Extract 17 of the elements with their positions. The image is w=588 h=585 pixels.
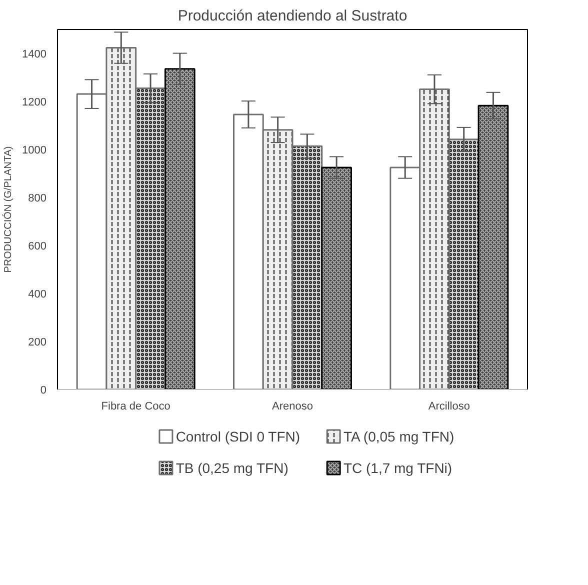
y-tick-label: 800 bbox=[28, 192, 47, 204]
y-axis-title: PRODUCCIÓN (G/PLANTA) bbox=[2, 146, 14, 273]
x-tick-label: Fibra de Coco bbox=[101, 400, 170, 412]
x-tick-label: Arenoso bbox=[272, 400, 313, 412]
chart-title: Producción atendiendo al Sustrato bbox=[178, 8, 408, 24]
y-tick-label: 1200 bbox=[22, 96, 47, 108]
legend-label: TB (0,25 mg TFN) bbox=[176, 460, 288, 476]
x-tick-label: Arcilloso bbox=[428, 400, 470, 412]
legend-label: TC (1,7 mg TFNi) bbox=[343, 460, 452, 476]
y-tick-label: 400 bbox=[28, 288, 47, 300]
legend-label: TA (0,05 mg TFN) bbox=[343, 428, 454, 444]
y-tick-label: 1000 bbox=[22, 144, 47, 156]
y-tick-label: 0 bbox=[40, 384, 47, 396]
legend-label: Control (SDI 0 TFN) bbox=[176, 428, 300, 444]
y-tick-label: 1400 bbox=[22, 48, 47, 60]
y-tick-label: 200 bbox=[28, 336, 47, 348]
y-tick-label: 600 bbox=[28, 240, 47, 252]
